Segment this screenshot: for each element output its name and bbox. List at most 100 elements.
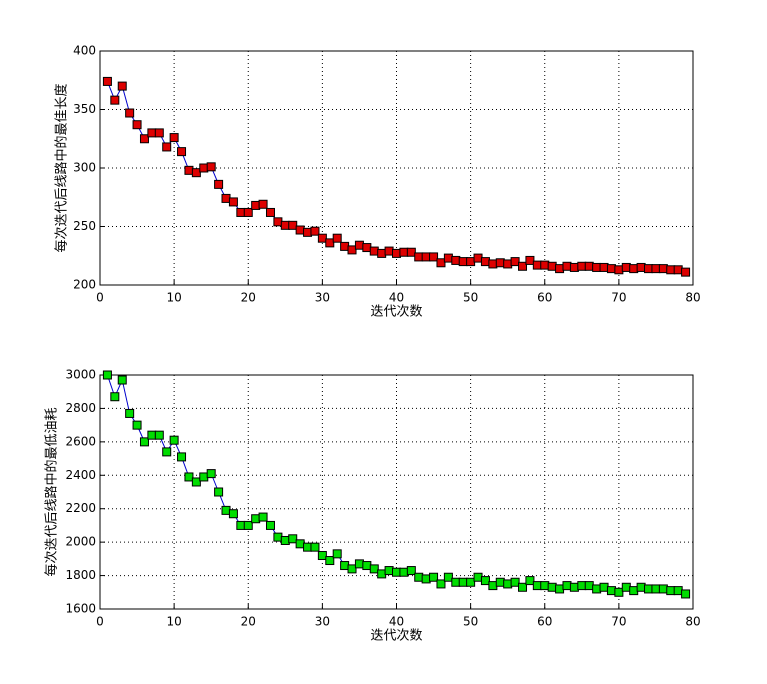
marker (347, 245, 357, 255)
marker (532, 581, 542, 591)
marker (265, 520, 275, 530)
marker (251, 200, 261, 210)
marker (265, 207, 275, 217)
marker (214, 179, 224, 189)
marker (614, 587, 624, 597)
y-axis-label: 每次迭代后线路中的最低油耗 (44, 407, 60, 576)
marker (169, 435, 179, 445)
x-tick-label: 70 (611, 291, 626, 305)
marker (577, 581, 587, 591)
marker (295, 539, 305, 549)
marker (162, 447, 172, 457)
marker (340, 241, 350, 251)
marker (429, 252, 439, 262)
x-tick-label: 50 (463, 615, 478, 629)
marker (421, 574, 431, 584)
marker (569, 262, 579, 272)
marker (243, 520, 253, 530)
x-tick-label: 20 (241, 615, 256, 629)
marker (547, 261, 557, 271)
marker (154, 128, 164, 138)
marker (673, 265, 683, 275)
marker (399, 247, 409, 257)
x-tick-label: 40 (389, 615, 404, 629)
marker (273, 217, 283, 227)
marker (532, 260, 542, 270)
marker (577, 261, 587, 271)
marker (473, 572, 483, 582)
marker (110, 392, 120, 402)
marker (510, 577, 520, 587)
marker (384, 246, 394, 256)
marker (110, 95, 120, 105)
x-tick-label: 60 (537, 291, 552, 305)
marker (421, 252, 431, 262)
marker (666, 265, 676, 275)
marker (369, 246, 379, 256)
y-tick-label: 2400 (65, 468, 96, 482)
marker (592, 262, 602, 272)
marker (406, 566, 416, 576)
marker (236, 520, 246, 530)
marker (258, 199, 268, 209)
x-tick-label: 80 (685, 291, 700, 305)
marker (147, 430, 157, 440)
marker (214, 487, 224, 497)
marker (629, 264, 639, 274)
marker (495, 258, 505, 268)
marker (392, 248, 401, 258)
x-axis-label: 迭代次数 (370, 304, 422, 320)
marker (406, 247, 416, 257)
marker (303, 227, 313, 237)
marker (555, 264, 565, 274)
marker (221, 505, 231, 515)
y-tick-label: 250 (73, 219, 96, 233)
marker (384, 566, 394, 576)
y-tick-label: 1600 (65, 602, 96, 616)
marker (540, 581, 550, 591)
marker (288, 534, 298, 544)
subplot: 0 10 20 30 40 50 60 70 80 200 250 300 350 400 迭代次数 每次迭代… (54, 44, 701, 320)
marker (228, 509, 238, 519)
marker (488, 259, 498, 269)
y-tick-label: 1800 (65, 568, 96, 582)
marker (636, 262, 646, 272)
marker (310, 226, 320, 236)
marker (569, 582, 579, 592)
marker (606, 264, 616, 274)
marker (199, 472, 209, 482)
axes-frame (99, 50, 694, 286)
marker (295, 225, 305, 235)
marker (644, 584, 654, 594)
marker (540, 260, 550, 270)
marker (169, 133, 179, 143)
marker (347, 564, 357, 574)
marker (673, 586, 683, 596)
marker (310, 542, 320, 552)
marker (154, 430, 164, 440)
marker (147, 128, 157, 138)
marker (369, 564, 379, 574)
marker (332, 233, 342, 243)
marker (177, 452, 187, 462)
marker (606, 586, 616, 596)
marker (518, 261, 528, 271)
marker (377, 569, 387, 579)
marker (317, 233, 327, 243)
marker (354, 240, 364, 250)
marker (436, 579, 446, 589)
y-tick-label: 3000 (65, 368, 96, 382)
marker (199, 163, 209, 173)
x-tick-label: 80 (685, 615, 700, 629)
marker (184, 165, 194, 175)
marker (488, 581, 498, 591)
marker (273, 532, 283, 542)
x-tick-label: 10 (166, 615, 181, 629)
y-tick-label: 2000 (65, 535, 96, 549)
marker (451, 255, 461, 265)
x-tick-label: 30 (315, 291, 330, 305)
marker (303, 542, 313, 552)
marker (681, 267, 691, 277)
